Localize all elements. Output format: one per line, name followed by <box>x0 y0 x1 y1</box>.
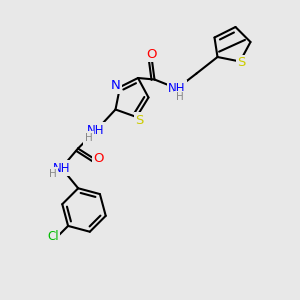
Text: H: H <box>85 133 92 143</box>
Text: NH: NH <box>87 124 105 137</box>
Text: NH: NH <box>53 161 70 175</box>
Text: S: S <box>237 56 246 70</box>
Text: H: H <box>176 92 183 103</box>
Text: NH: NH <box>168 82 186 95</box>
Text: H: H <box>49 169 56 179</box>
Text: S: S <box>135 113 144 127</box>
Text: O: O <box>94 152 104 166</box>
Text: N: N <box>111 79 120 92</box>
Text: Cl: Cl <box>47 230 59 243</box>
Text: O: O <box>146 47 157 61</box>
